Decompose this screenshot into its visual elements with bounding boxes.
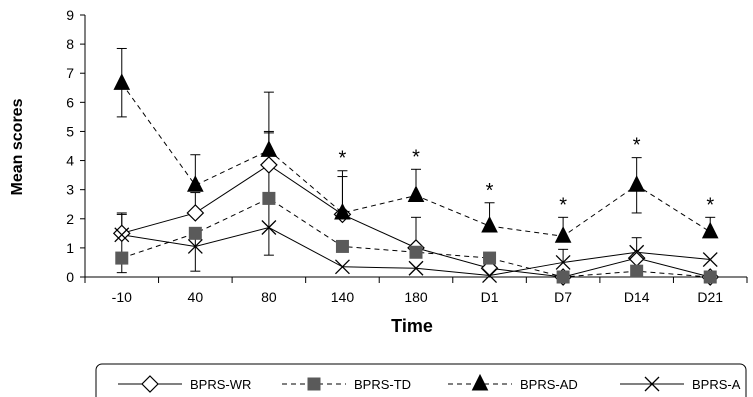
x-tick-label: D14	[624, 289, 650, 305]
y-tick-label: 0	[66, 269, 74, 285]
point-bprs-a	[114, 227, 130, 243]
point-bprs-td	[262, 191, 276, 205]
y-axis-title: Mean scores	[9, 98, 26, 195]
point-bprs-td	[483, 251, 497, 265]
point-bprs-a	[702, 252, 718, 267]
point-bprs-a	[408, 260, 424, 276]
x-axis-title: Time	[391, 316, 433, 336]
legend-label: BPRS-A	[692, 377, 741, 392]
legend-item-bprs-td: BPRS-TD	[282, 377, 411, 392]
point-bprs-td	[703, 270, 717, 284]
point-bprs-a	[187, 238, 203, 254]
x-tick-label: D7	[554, 289, 572, 305]
point-bprs-wr	[260, 156, 278, 174]
significance-asterisk: *	[633, 135, 641, 157]
point-bprs-ad	[334, 202, 351, 220]
point-bprs-a	[555, 254, 571, 270]
point-bprs-ad	[187, 175, 204, 192]
legend-label: BPRS-TD	[354, 377, 411, 392]
significance-asterisk: *	[412, 146, 420, 168]
legend-marker-bprs-wr	[141, 375, 159, 393]
point-bprs-td	[630, 264, 644, 278]
point-bprs-wr	[112, 224, 131, 243]
y-tick-label: 7	[66, 65, 74, 81]
y-tick-label: 2	[66, 211, 74, 227]
point-bprs-td	[188, 226, 202, 240]
y-tick-label: 4	[66, 153, 74, 169]
x-tick-label: D1	[481, 289, 499, 305]
legend-marker-bprs-a	[644, 376, 660, 392]
legend-item-bprs-a: BPRS-A	[620, 376, 741, 392]
legend-marker-bprs-td	[307, 377, 321, 391]
significance-asterisk: *	[559, 194, 567, 216]
legend-label: BPRS-WR	[190, 377, 251, 392]
legend-item-bprs-wr: BPRS-WR	[118, 375, 251, 393]
legend-item-bprs-ad: BPRS-AD	[448, 373, 578, 392]
y-tick-label: 3	[66, 182, 74, 198]
point-bprs-ad	[628, 175, 645, 192]
y-tick-label: 9	[66, 7, 74, 23]
legend-marker-bprs-ad	[471, 373, 489, 391]
point-bprs-td	[115, 251, 129, 265]
x-tick-label: -10	[112, 289, 132, 305]
point-bprs-a	[482, 268, 498, 284]
significance-asterisk: *	[706, 194, 714, 216]
legend-label: BPRS-AD	[520, 377, 578, 392]
point-bprs-ad	[554, 226, 572, 243]
significance-markers: * * * * * *	[339, 135, 715, 217]
x-tick-label: 40	[188, 289, 204, 305]
y-ticks: 0 1 2 3 4 5 6 7 8 9	[66, 7, 85, 285]
point-bprs-a	[261, 220, 277, 235]
point-bprs-wr	[186, 204, 205, 222]
x-tick-label: 80	[261, 289, 277, 305]
y-tick-label: 1	[66, 240, 74, 256]
legend-box	[95, 363, 747, 397]
point-bprs-td	[556, 270, 570, 284]
legend: BPRS-WR BPRS-TD BPRS-AD BPRS-A	[95, 363, 747, 397]
x-tick-label: 180	[404, 289, 428, 305]
point-bprs-a	[334, 259, 350, 275]
y-tick-label: 6	[66, 94, 74, 110]
point-bprs-ad	[260, 140, 278, 157]
x-tick-label: 140	[331, 289, 355, 305]
point-bprs-a	[629, 244, 645, 260]
x-tick-label: D21	[697, 289, 723, 305]
point-bprs-td	[409, 245, 423, 259]
point-bprs-ad	[113, 73, 131, 90]
series-markers	[112, 73, 720, 286]
point-bprs-td	[335, 239, 349, 253]
significance-asterisk: *	[486, 180, 494, 202]
x-ticks: -10 40 80 140 180 D1 D7 D14 D21	[84, 277, 748, 305]
point-bprs-ad	[701, 221, 719, 239]
y-tick-label: 5	[66, 123, 74, 139]
point-bprs-ad	[481, 215, 498, 233]
significance-asterisk: *	[339, 148, 347, 170]
point-bprs-ad	[407, 185, 425, 202]
y-tick-label: 8	[66, 36, 74, 52]
